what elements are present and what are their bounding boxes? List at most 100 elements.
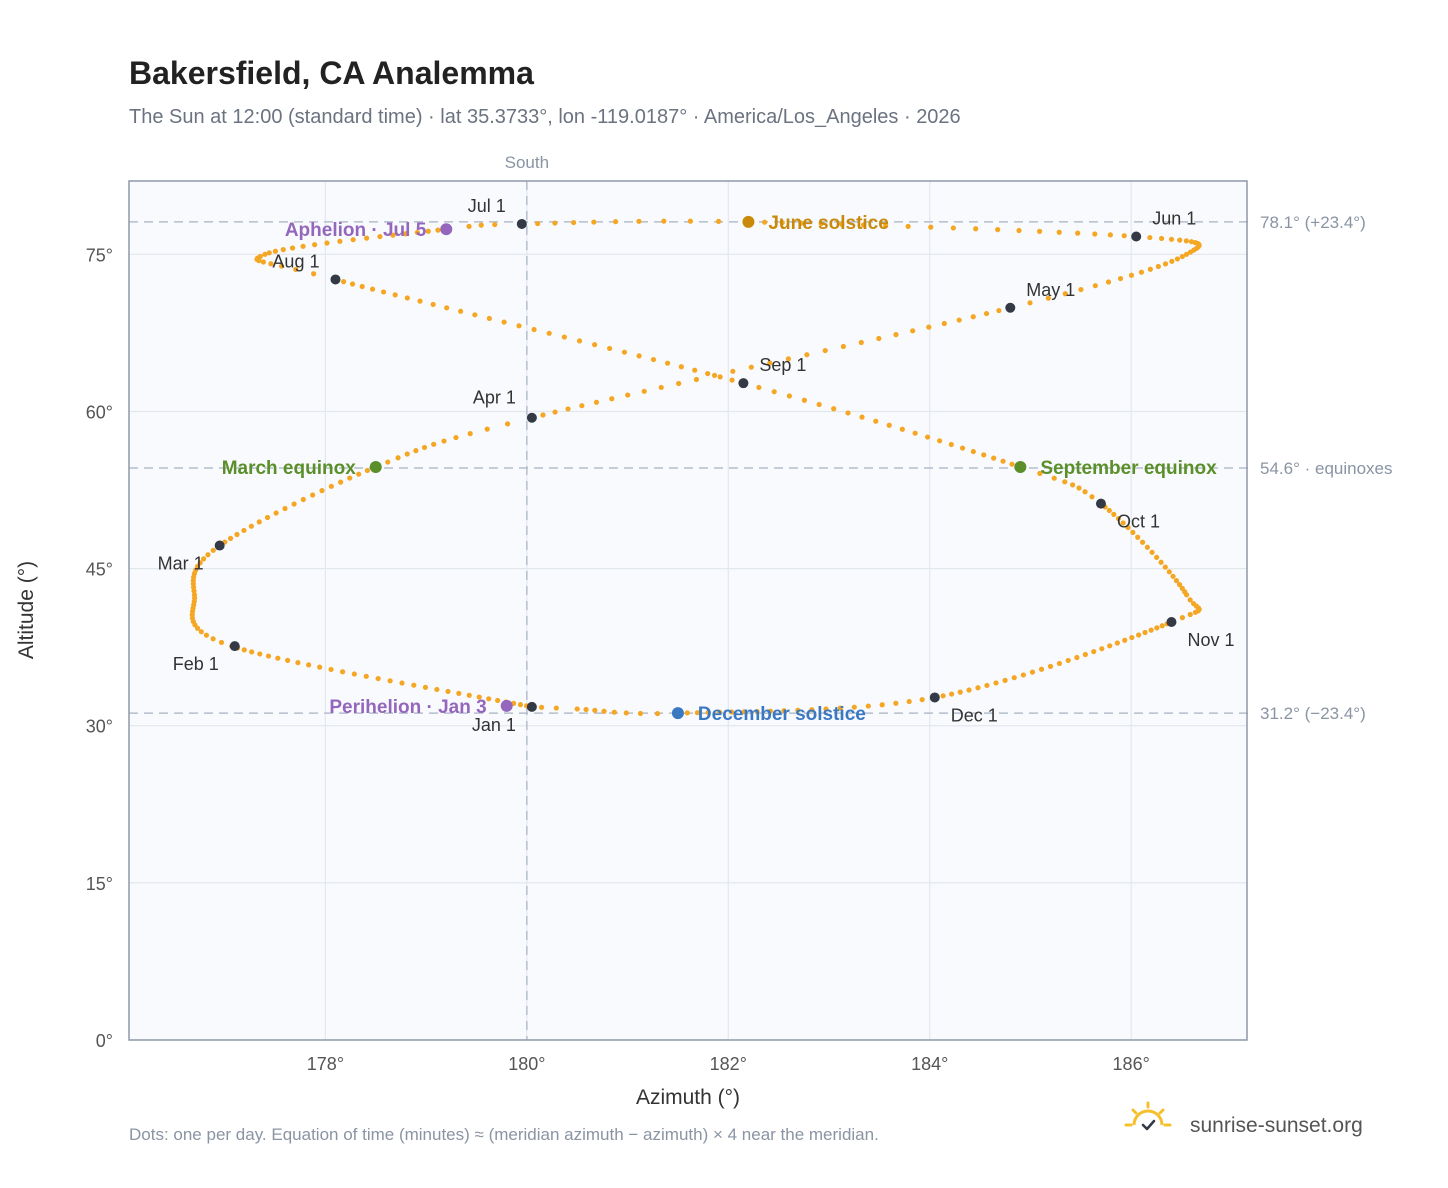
daily-dot (293, 266, 299, 273)
daily-dot (741, 709, 747, 715)
daily-dot (1147, 234, 1153, 241)
daily-dot (715, 218, 722, 224)
daily-sun-dots (189, 218, 1202, 717)
daily-dot (319, 488, 325, 494)
daily-dot (694, 710, 700, 716)
reference-line-label: 54.6° · equinoxes (1260, 459, 1393, 478)
daily-dot (1027, 300, 1033, 306)
month-marker-dot (229, 641, 240, 652)
daily-dot (210, 547, 216, 553)
daily-dot (265, 653, 272, 659)
daily-dot (311, 271, 317, 277)
x-tick-label: 178° (307, 1054, 344, 1074)
daily-dot (472, 312, 478, 318)
daily-dot (516, 323, 522, 329)
daily-dot (1179, 615, 1185, 621)
daily-dot (1082, 651, 1088, 658)
plot-frame (128, 180, 1248, 1041)
daily-dot (404, 451, 410, 457)
daily-dot (1106, 507, 1112, 514)
daily-dot (984, 682, 990, 689)
daily-dot (926, 324, 932, 330)
daily-dot (552, 220, 558, 226)
footnote: Dots: one per day. Equation of time (min… (129, 1125, 879, 1144)
daily-dot (641, 388, 647, 394)
daily-dot (583, 706, 589, 713)
daily-dot (574, 706, 580, 712)
daily-dot (268, 261, 274, 267)
daily-dot (1009, 461, 1015, 467)
daily-dot (380, 289, 387, 295)
event-marker-dot (369, 460, 382, 473)
daily-dot (859, 414, 865, 420)
daily-dot (486, 315, 492, 322)
daily-dot (1076, 485, 1082, 491)
daily-dot (1000, 458, 1006, 464)
daily-dot (197, 560, 203, 566)
daily-dot (218, 639, 225, 646)
daily-dot (950, 225, 956, 231)
daily-dot (609, 396, 615, 402)
daily-dot (795, 707, 801, 713)
daily-dot (476, 694, 482, 700)
daily-dot (1147, 266, 1153, 272)
daily-dot (1089, 494, 1095, 500)
daily-dot (561, 334, 567, 340)
daily-dot (858, 339, 864, 346)
daily-dot (241, 527, 247, 534)
reference-line-label: 31.2° (−23.4°) (1260, 704, 1366, 723)
daily-dot (387, 678, 393, 684)
daily-dot (1070, 482, 1076, 488)
daily-dot (886, 422, 892, 428)
daily-dot (571, 219, 577, 226)
daily-dot (1091, 648, 1097, 655)
month-marker-dot (738, 378, 749, 389)
daily-dot (1051, 475, 1057, 481)
daily-dot (285, 657, 291, 663)
daily-dot (1158, 235, 1165, 242)
daily-dot (823, 706, 829, 712)
daily-dot (592, 342, 598, 348)
daily-dot (310, 492, 316, 498)
meridian-line: South (505, 153, 549, 1040)
daily-dot (478, 222, 484, 228)
daily-dot (495, 697, 501, 704)
daily-dot (748, 364, 754, 370)
daily-dot (1078, 286, 1084, 293)
daily-dot (730, 368, 736, 374)
daily-dot (966, 687, 972, 693)
daily-dot (1099, 646, 1105, 652)
daily-dot (1135, 534, 1141, 540)
daily-dot (295, 660, 301, 666)
daily-dot (899, 426, 905, 432)
daily-dot (249, 649, 255, 655)
chart-subtitle: The Sun at 12:00 (standard time) · lat 3… (129, 106, 961, 128)
daily-dot (1155, 263, 1161, 270)
daily-dot (771, 389, 777, 395)
daily-dot (579, 403, 585, 409)
daily-dot (1159, 623, 1165, 629)
daily-dot (754, 708, 760, 715)
x-tick-label: 180° (508, 1054, 545, 1074)
reference-lines: 78.1° (+23.4°) 54.6° · equinoxes 31.2° (−2… (129, 213, 1393, 723)
daily-dot (1142, 629, 1148, 636)
daily-dot (981, 452, 987, 458)
daily-dot (363, 235, 370, 241)
daily-dot (676, 380, 682, 387)
daily-dot (678, 364, 684, 370)
daily-dot (996, 307, 1002, 314)
daily-dot (1149, 549, 1155, 555)
daily-dot (1148, 627, 1154, 633)
daily-dot (1115, 515, 1122, 522)
daily-dot (593, 399, 600, 405)
daily-dot (1192, 609, 1199, 615)
daily-dot (328, 666, 334, 673)
daily-dot (210, 636, 216, 642)
month-marker-dot (330, 274, 341, 285)
daily-dot (289, 245, 296, 251)
daily-dot (434, 686, 440, 693)
daily-dot (1125, 524, 1131, 531)
daily-dot (818, 221, 824, 227)
x-tick-label: 186° (1113, 1054, 1150, 1074)
